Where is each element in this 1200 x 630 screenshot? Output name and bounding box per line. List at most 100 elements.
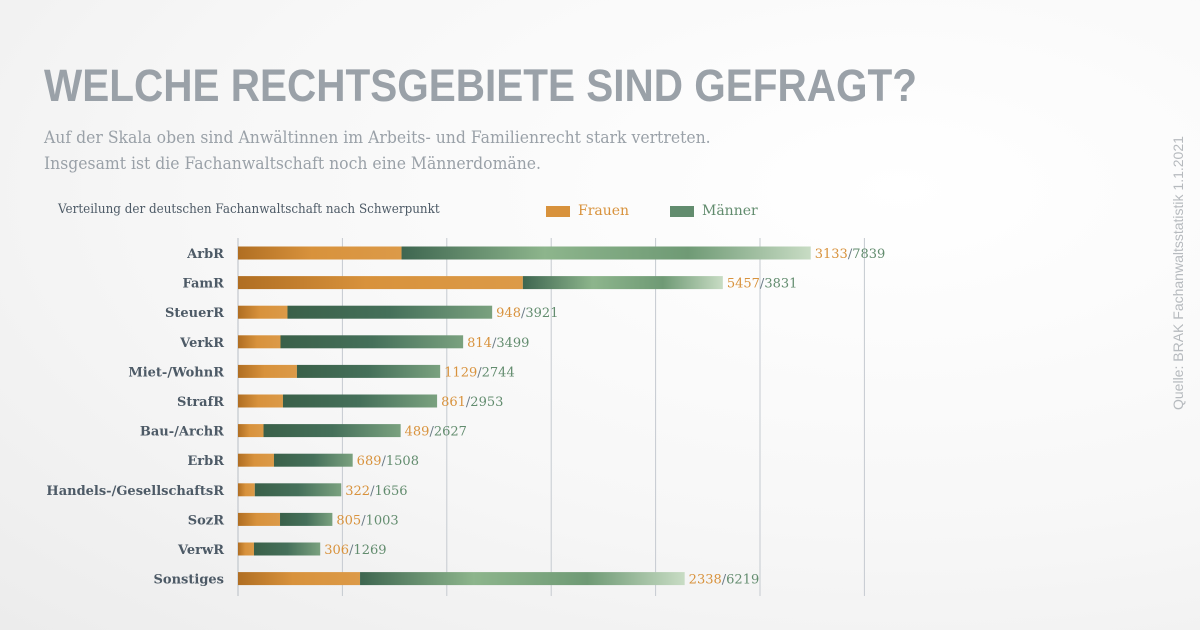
value-frauen: 5457 (727, 277, 760, 292)
subtitle-line-2: Insgesamt ist die Fachanwaltschaft noch … (44, 154, 542, 174)
value-frauen: 948 (496, 306, 521, 321)
subtitle-line-1: Auf der Skala oben sind Anwältinnen im A… (44, 128, 711, 148)
category-label: Miet-/WohnR (128, 365, 224, 380)
value-frauen: 489 (405, 425, 430, 440)
value-maenner: 3921 (525, 306, 558, 321)
value-label: 3133/7839 (815, 247, 886, 262)
legend-swatch-maenner (670, 205, 694, 217)
legend-label-maenner: Männer (702, 203, 758, 219)
value-frauen: 2338 (689, 573, 722, 588)
value-frauen: 306 (324, 543, 349, 558)
value-maenner: 1269 (353, 543, 386, 558)
bar-frauen (238, 572, 361, 586)
subtitle: Auf der Skala oben sind Anwältinnen im A… (44, 125, 711, 177)
value-label: 814/3499 (467, 336, 529, 351)
value-separator: / (477, 365, 482, 380)
bar-frauen (238, 276, 523, 290)
bar-frauen (238, 512, 281, 526)
value-separator: / (349, 543, 354, 558)
category-label: Bau-/ArchR (140, 425, 224, 440)
bar-row: Handels-/GesellschaftsR 322/1656 (46, 483, 408, 499)
bar-row: Bau-/ArchR 489/2627 (140, 424, 467, 440)
bar-maenner (287, 305, 493, 319)
category-label: Handels-/GesellschaftsR (46, 484, 224, 499)
category-label: VerkR (179, 336, 224, 351)
legend-frauen: Frauen (546, 203, 629, 219)
bar-row: SozR 805/1003 (188, 512, 399, 528)
bar-row: Miet-/WohnR 1129/2744 (128, 364, 515, 380)
bar-row: ArbR 3133/7839 (186, 246, 886, 262)
bar-maenner (280, 335, 464, 349)
bar-row: SteuerR 948/3921 (165, 305, 558, 321)
value-label: 322/1656 (345, 484, 407, 499)
category-label: VerwR (177, 543, 224, 558)
category-label: StrafR (177, 395, 224, 410)
bar-maenner (401, 246, 811, 260)
bar-frauen (238, 364, 297, 378)
value-maenner: 1508 (386, 454, 419, 469)
value-maenner: 2953 (470, 395, 503, 410)
value-label: 306/1269 (324, 543, 386, 558)
value-frauen: 861 (441, 395, 466, 410)
bar-maenner (253, 542, 321, 556)
bar-frauen (238, 335, 281, 349)
value-separator: / (370, 484, 375, 499)
value-separator: / (521, 306, 526, 321)
legend-maenner: Männer (670, 203, 758, 219)
bar-row: VerwR 306/1269 (177, 542, 387, 558)
value-maenner: 2627 (434, 425, 467, 440)
value-label: 861/2953 (441, 395, 503, 410)
bar-frauen (238, 483, 255, 497)
bar-maenner (360, 572, 685, 586)
value-maenner: 2744 (482, 365, 515, 380)
bar-maenner (282, 394, 438, 408)
value-separator: / (848, 247, 853, 262)
value-separator: / (429, 425, 434, 440)
value-frauen: 689 (357, 454, 382, 469)
bar-row: ErbR 689/1508 (187, 453, 419, 469)
bar-maenner (522, 276, 723, 290)
value-maenner: 6219 (726, 573, 759, 588)
value-separator: / (722, 573, 727, 588)
value-frauen: 814 (467, 336, 492, 351)
value-maenner: 1656 (374, 484, 407, 499)
value-maenner: 3499 (496, 336, 529, 351)
value-label: 948/3921 (496, 306, 558, 321)
bar-row: Sonstiges 2338/6219 (154, 572, 760, 588)
category-label: ErbR (187, 454, 224, 469)
value-label: 2338/6219 (689, 573, 760, 588)
bar-frauen (238, 305, 288, 319)
value-separator: / (466, 395, 471, 410)
bar-maenner (254, 483, 342, 497)
value-label: 5457/3831 (727, 277, 798, 292)
category-label: Sonstiges (154, 573, 224, 588)
bar-frauen (238, 246, 402, 260)
category-label: SteuerR (165, 306, 224, 321)
value-frauen: 3133 (815, 247, 848, 262)
bar-row: FamR 5457/3831 (182, 276, 797, 292)
category-label: ArbR (186, 247, 224, 262)
value-label: 689/1508 (357, 454, 419, 469)
value-frauen: 805 (336, 513, 361, 528)
value-maenner: 1003 (366, 513, 399, 528)
bar-row: VerkR 814/3499 (179, 335, 529, 351)
value-frauen: 1129 (444, 365, 477, 380)
value-separator: / (361, 513, 366, 528)
bar-maenner (273, 453, 353, 467)
page-title: WELCHE RECHTSGEBIETE SIND GEFRAGT? (44, 60, 918, 111)
legend-label-frauen: Frauen (578, 203, 630, 219)
bar-maenner (263, 424, 401, 438)
value-frauen: 322 (345, 484, 370, 499)
value-maenner: 7839 (852, 247, 885, 262)
value-label: 489/2627 (405, 425, 467, 440)
bar-maenner (296, 364, 441, 378)
legend-swatch-frauen (546, 205, 570, 217)
value-maenner: 3831 (764, 277, 797, 292)
chart-title: Verteilung der deutschen Fachanwaltschaf… (58, 202, 440, 217)
value-label: 1129/2744 (444, 365, 515, 380)
value-separator: / (492, 336, 497, 351)
value-separator: / (760, 277, 765, 292)
bar-maenner (280, 512, 333, 526)
category-label: FamR (182, 277, 224, 292)
